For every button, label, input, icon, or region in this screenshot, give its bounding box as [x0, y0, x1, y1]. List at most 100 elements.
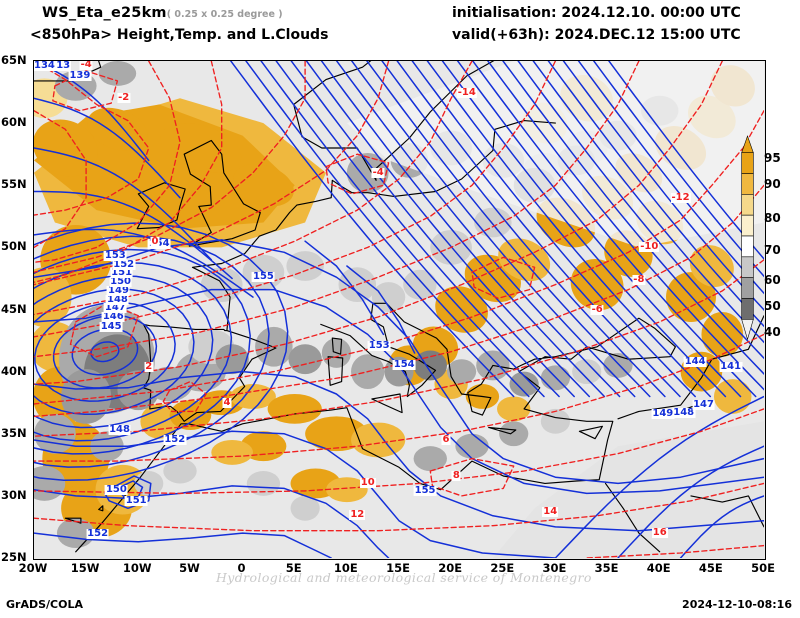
height-contour-line — [275, 61, 560, 398]
height-contour-line — [90, 341, 120, 363]
colorbar-tick-90: 90 — [764, 177, 781, 191]
initialisation-time: initialisation: 2024.12.10. 00:00 UTC — [452, 5, 741, 21]
contour-label-height-148: 148 — [672, 406, 696, 418]
contour-label-temp-neg2: -2 — [117, 92, 131, 104]
contour-label-height-147: 147 — [692, 399, 715, 411]
contour-label-temp-neg14: -14 — [456, 87, 477, 99]
contour-label-temp-0: 0 — [150, 236, 160, 248]
cloud-patch — [34, 413, 76, 454]
temperature-contour-line — [34, 482, 764, 532]
cloud-patch — [499, 421, 529, 447]
cloud-patch — [211, 439, 253, 465]
height-contour-line — [290, 61, 575, 398]
contour-label-temp-neg4: -4 — [79, 60, 93, 70]
cloud-patch — [56, 518, 95, 549]
temperature-contour-line — [162, 380, 207, 413]
cloud-patch — [351, 422, 406, 458]
contour-label-height-155: 155 — [413, 484, 437, 496]
height-contour-line — [305, 61, 591, 398]
contour-label-temp-neg4: -4 — [371, 166, 385, 178]
coastline — [64, 517, 82, 524]
coastline — [690, 495, 764, 528]
cloud-patch — [160, 123, 242, 173]
temperature-contour-line — [34, 61, 223, 283]
height-contour-line — [34, 288, 195, 416]
contour-label-height-145: 145 — [99, 320, 123, 332]
cloud-patch — [403, 269, 437, 300]
coastline — [191, 120, 556, 332]
colorbar-tick-70: 70 — [764, 243, 781, 257]
cloud-patch — [509, 371, 539, 397]
cloud-patch — [346, 152, 389, 193]
contour-label-height-144: 144 — [683, 355, 707, 367]
y-axis-tick-35N: 35N — [1, 425, 27, 440]
height-contour-line — [617, 445, 764, 558]
x-axis-tick-35E: 35E — [594, 561, 619, 575]
height-contour-line — [260, 61, 545, 398]
height-contour-line — [562, 61, 764, 311]
contour-label-height-152: 152 — [163, 433, 187, 445]
height-contour-line — [34, 370, 764, 532]
contour-label-height-151: 151 — [124, 494, 148, 506]
height-contour-line — [517, 61, 764, 360]
temperature-contour-line — [34, 61, 723, 385]
x-axis-tick-40E: 40E — [646, 561, 671, 575]
coastline — [604, 482, 661, 553]
x-axis-tick-50E: 50E — [751, 561, 775, 575]
cloud-patch — [246, 471, 281, 496]
colorbar-segment — [741, 235, 754, 258]
cloud-patch — [413, 446, 447, 472]
cloud-patch — [215, 344, 249, 375]
temperature-contour-line — [34, 61, 640, 358]
contour-label-temp-neg10: -10 — [639, 241, 660, 253]
colorbar-tick-80: 80 — [764, 211, 781, 225]
contour-label-height-153: 153 — [367, 339, 391, 351]
cloud-patch — [267, 393, 322, 424]
height-contour-line — [547, 61, 764, 328]
cloud-patch — [288, 344, 322, 375]
contour-label-height-152: 152 — [112, 258, 136, 270]
coastline — [34, 61, 102, 82]
footer-credit: GrADS/COLA — [6, 598, 83, 611]
colorbar-tick-95: 95 — [764, 151, 781, 165]
contour-label-height-149: 149 — [107, 284, 130, 296]
height-contour-line — [381, 61, 666, 398]
y-axis-tick-40N: 40N — [1, 363, 27, 378]
x-axis-tick-5W: 5W — [179, 561, 200, 575]
coastline — [98, 505, 104, 512]
temperature-contour-line — [325, 153, 390, 195]
temperature-contour-line — [34, 110, 87, 249]
coastline — [578, 425, 603, 440]
contour-label-height-134: 134 — [33, 60, 56, 71]
contour-label-height-148: 148 — [105, 293, 129, 305]
contour-label-temp-10: 10 — [359, 477, 376, 489]
cloud-patch — [497, 396, 531, 422]
height-contour-line — [592, 61, 764, 278]
contour-label-temp-4: 4 — [222, 396, 232, 408]
cloud-patch — [701, 311, 744, 357]
contour-label-height-154: 154 — [392, 359, 416, 371]
contour-label-temp-6: 6 — [441, 433, 451, 445]
coastline — [331, 337, 343, 355]
level-subtitle: <850hPa> Height,Temp. and L.Clouds — [30, 27, 329, 43]
coastline — [617, 315, 764, 420]
cloud-patch — [326, 477, 368, 503]
contour-label-temp-12: 12 — [349, 508, 366, 520]
contour-label-height-146: 146 — [101, 310, 125, 322]
contour-label-temp-8: 8 — [451, 469, 461, 481]
height-contours — [34, 61, 764, 558]
height-contour-line — [34, 275, 214, 429]
height-contour-line — [396, 61, 681, 398]
chart-header: WS_Eta_e25km( 0.25 x 0.25 degree ) <850h… — [0, 0, 800, 52]
contour-label-height-149: 149 — [651, 407, 675, 419]
temperature-contours — [34, 61, 764, 558]
y-axis-tick-50N: 50N — [1, 239, 27, 254]
height-contour-line — [34, 248, 251, 455]
colorbar-top-arrow — [741, 135, 754, 153]
height-contour-line — [577, 61, 764, 295]
contour-label-height-152: 152 — [86, 528, 110, 540]
coastline — [488, 426, 517, 435]
contour-label-temp-2: 2 — [144, 360, 154, 372]
height-contour-line — [456, 61, 742, 398]
